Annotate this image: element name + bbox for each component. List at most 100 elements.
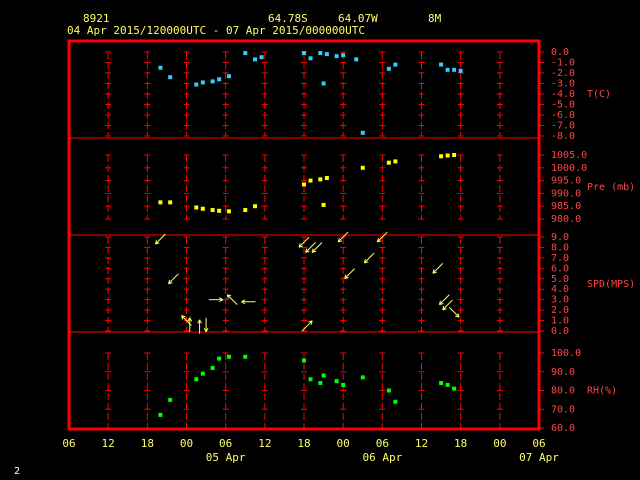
y-axis-label: SPD(MPS) [587,279,635,290]
y-axis-label: RH(%) [587,386,617,397]
wind-arrow [442,299,453,311]
pres-point [393,159,398,164]
pres-point [360,165,365,170]
rh-point [445,382,450,387]
pres-point [439,154,444,159]
x-tick-label: 06 [532,437,545,450]
x-tick-label: 00 [337,437,350,450]
y-tick-label: -3.0 [551,79,575,90]
temp-point [354,57,359,62]
wind-arrow-head [305,250,310,253]
elevation: 8M [428,12,442,25]
wind-arrow [344,268,355,279]
wind-arrow-head [227,294,232,297]
temp-point [168,75,173,80]
wind-arrow-head [308,320,313,323]
wind-arrow-head [364,261,369,264]
wind-arrow [155,233,166,245]
pres-point [386,160,391,165]
wind-arrow [311,242,323,253]
temp-point [386,66,391,71]
pres-point [217,208,222,213]
wind-arrow-head [310,320,313,325]
pres-point [253,204,258,209]
x-tick-label: 06 [219,437,232,450]
longitude: 64.07W [338,12,378,25]
temp-point [445,67,450,72]
y-tick-label: 3.0 [551,295,569,306]
wind-arrow-head [337,237,340,243]
rh-point [200,371,205,376]
y-tick-label: 0.0 [551,326,569,337]
rh-point [210,366,215,370]
y-tick-label: -2.0 [551,68,575,79]
wind-arrow [363,252,375,264]
x-tick-label: 00 [180,437,193,450]
y-tick-label: -7.0 [551,121,575,132]
y-tick-label: -6.0 [551,110,575,121]
y-tick-label: 6.0 [551,263,569,274]
rh-point [439,381,444,385]
wind-arrow-head [432,271,437,274]
temp-point [452,67,457,72]
wind-arrow-head [442,305,445,310]
wind-arrow-head [344,274,347,279]
wind-arrow [439,294,450,305]
temp-point [158,65,163,70]
x-tick-label: 12 [102,437,115,450]
rh-point [308,377,313,382]
rh-point [334,379,339,384]
x-date-label: 05 Apr [206,451,246,464]
wind-arrow-head [168,282,173,285]
y-tick-label: -8.0 [551,131,575,142]
wind-arrow-head [241,299,246,303]
x-tick-label: 18 [454,437,467,450]
pres-point [243,208,248,213]
wind-arrow-head [432,269,435,274]
wind-arrow-head [154,240,158,245]
pres-point [318,177,323,182]
rh-point [341,382,346,387]
wind-arrow-head [377,240,382,243]
temp-point [458,68,463,73]
wind-arrow-head [442,308,447,311]
rh-point [243,354,248,359]
y-tick-label: 70.0 [551,404,575,415]
wind-arrow-head [439,303,444,306]
wind-arrow-head [205,327,209,332]
y-tick-label: 1005.0 [551,150,587,161]
x-tick-label: 12 [258,437,271,450]
wind-arrow [301,320,313,332]
pres-point [308,178,313,183]
wind-arrow-head [219,299,224,303]
pres-point [324,176,329,181]
temp-point [217,77,222,82]
pres-point [210,208,215,213]
temp-point [341,53,346,58]
wind-arrow [226,294,238,305]
rh-point [386,388,391,393]
wind-arrow [432,263,444,274]
x-tick-label: 00 [493,437,506,450]
wind-arrow-head [298,243,301,248]
y-tick-label: 80.0 [551,386,575,397]
wind-arrow-head [298,245,304,248]
y-tick-label: 995.0 [551,176,581,187]
temp-point [321,81,326,86]
temp-point [334,54,339,59]
wind-arrow-head [181,315,184,320]
temp-point [194,82,199,87]
y-tick-label: -4.0 [551,89,575,100]
y-tick-label: 980.0 [551,214,581,225]
x-tick-label: 18 [297,437,310,450]
y-tick-label: 5.0 [551,274,569,285]
y-tick-label: 1.0 [551,316,569,327]
x-tick-label: 12 [415,437,428,450]
wind-arrow-head [219,297,224,301]
rh-point [226,354,231,359]
rh-point [217,356,222,361]
rh-point [158,412,163,417]
rh-point [302,358,306,363]
wind-arrow-head [376,237,379,243]
